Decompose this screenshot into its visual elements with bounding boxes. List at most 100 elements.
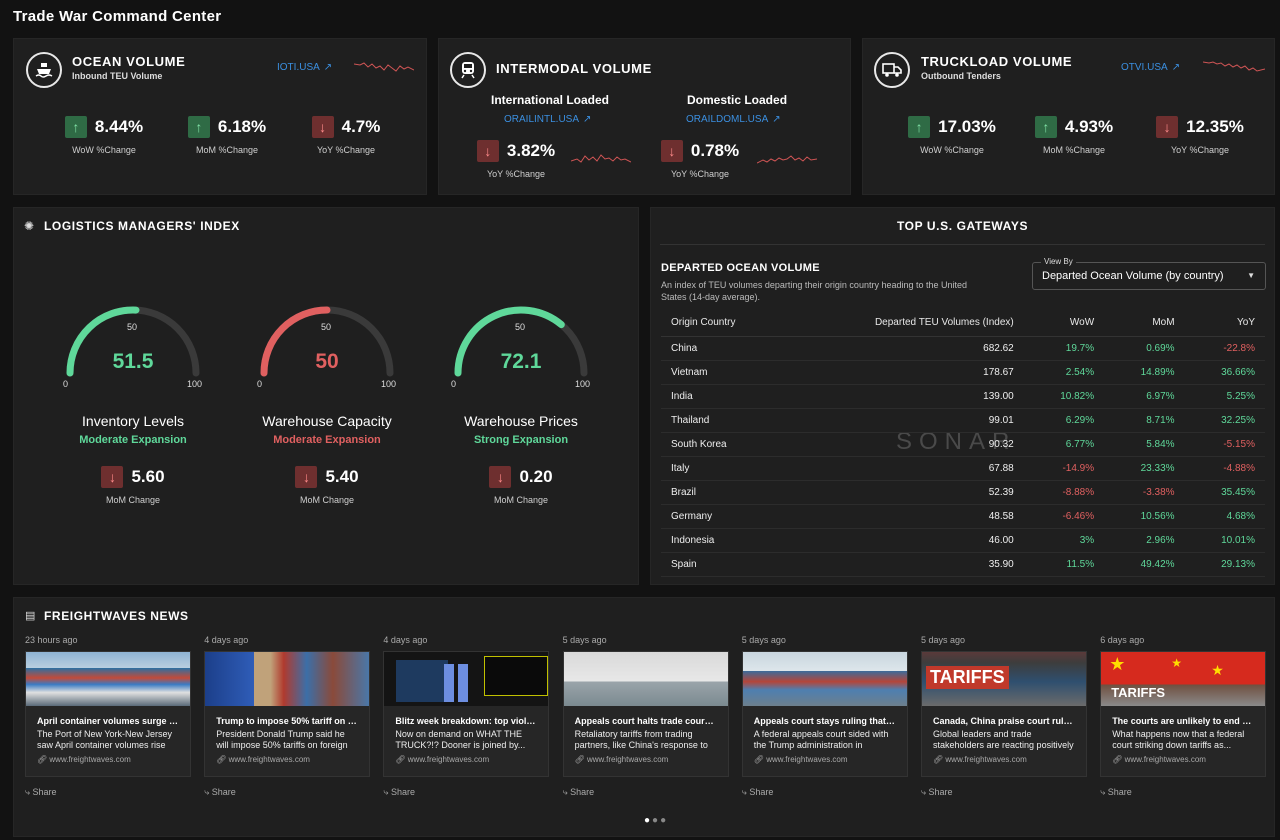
news-headline[interactable]: Canada, China praise court ruling s... — [933, 716, 1086, 726]
news-source-link[interactable]: 🔗︎ www.freightwaves.com — [922, 755, 1086, 764]
col-wow[interactable]: WoW — [1023, 310, 1105, 337]
link-icon: 🔗︎ — [753, 755, 767, 764]
mom-cell: 8.71% — [1104, 408, 1185, 433]
news-card-body[interactable]: Trump to impose 50% tariff on imp... Pres… — [204, 651, 371, 777]
news-headline[interactable]: Blitz week breakdown: top violatio... — [395, 716, 549, 726]
gauge-warehouse-prices-dial — [454, 306, 588, 377]
link-icon: 🔗︎ — [395, 755, 408, 764]
ship-icon — [26, 52, 62, 88]
news-thumbnail[interactable]: TARIFFS — [922, 652, 1086, 706]
news-card-body[interactable]: Blitz week breakdown: top violatio... Now… — [383, 651, 550, 777]
news-source-link[interactable]: 🔗︎ www.freightwaves.com — [1101, 755, 1265, 764]
index-cell: 35.90 — [786, 552, 1024, 577]
news-item[interactable]: 4 days ago Trump to impose 50% tariff on … — [204, 635, 371, 805]
carousel-dot[interactable]: ● — [652, 815, 661, 826]
col-mom[interactable]: MoM — [1104, 310, 1185, 337]
wow-cell: 11.5% — [1023, 552, 1105, 577]
news-card-body[interactable]: TARIFFS Canada, China praise court ruling… — [921, 651, 1087, 777]
news-summary: A federal appeals court sided with the T… — [753, 729, 889, 752]
news-thumbnail[interactable] — [742, 652, 907, 706]
wow-cell: 2.54% — [1023, 360, 1105, 385]
gauge-mid-label: 50 — [321, 322, 332, 332]
col-teu-index[interactable]: Departed TEU Volumes (Index) — [786, 310, 1024, 337]
news-thumbnail[interactable] — [26, 652, 190, 706]
news-card-body[interactable]: Appeals court halts trade court's ta... R… — [562, 651, 729, 777]
news-thumbnail[interactable] — [563, 652, 728, 706]
view-by-select[interactable]: View By Departed Ocean Volume (by countr… — [1032, 257, 1266, 290]
intl-yoy-label: YoY %Change — [486, 169, 546, 179]
gauge-warehouse-prices-status: Strong Expansion — [473, 434, 569, 446]
share-button[interactable]: ⤷ Share — [921, 787, 953, 798]
news-source-link[interactable]: 🔗︎ www.freightwaves.com — [564, 755, 728, 764]
news-headline[interactable]: April container volumes surge at P... — [37, 716, 190, 726]
share-button[interactable]: ⤷ Share — [383, 787, 415, 798]
share-button[interactable]: ⤷ Share — [742, 787, 774, 798]
news-source-link[interactable]: 🔗︎ www.freightwaves.com — [384, 755, 548, 764]
table-row: Indonesia 46.00 3% 2.96% 10.01% — [661, 528, 1265, 553]
news-item[interactable]: 4 days ago Blitz week breakdown: top viol… — [383, 635, 550, 805]
yoy-cell: 35.45% — [1184, 480, 1265, 505]
yoy-cell: 5.25% — [1184, 384, 1265, 409]
table-row: South Korea 90.32 6.77% 5.84% -5.15% — [661, 432, 1265, 457]
news-card-body[interactable]: Appeals court stays ruling that bloc... A… — [741, 651, 908, 777]
news-source: www.freightwaves.com — [407, 755, 490, 764]
news-summary: President Donald Trump said he will impo… — [216, 729, 348, 752]
mom-change-label: MoM Change — [299, 495, 355, 505]
col-origin-country[interactable]: Origin Country — [661, 310, 787, 337]
mom-cell: -3.38% — [1104, 480, 1185, 505]
intl-ticker-link[interactable]: ORAILINTL.USA ↗ — [504, 114, 591, 125]
truckload-ticker-link[interactable]: OTVI.USA ↗ — [1121, 62, 1180, 73]
link-icon: 🔗︎ — [933, 755, 946, 764]
train-icon — [450, 52, 486, 88]
ocean-ticker-link[interactable]: IOTI.USA ↗ — [277, 62, 332, 73]
app-title: Trade War Command Center — [13, 8, 222, 25]
news-time: 5 days ago — [921, 635, 966, 645]
gauge-inventory-levels-value: 51.5 — [112, 350, 154, 373]
lmi-card: ✺ LOGISTICS MANAGERS' INDEX 0 50 100 51.… — [13, 207, 639, 585]
carousel-dot[interactable]: ● — [660, 815, 669, 826]
star-icon: ★ — [1171, 656, 1182, 670]
news-source-link[interactable]: 🔗︎ www.freightwaves.com — [743, 755, 907, 764]
share-button[interactable]: ⤷ Share — [204, 787, 236, 798]
news-item[interactable]: 5 days ago Appeals court halts trade cour… — [562, 635, 729, 805]
mom-change-label: MoM Change — [105, 495, 161, 505]
gauge-warehouse-prices-value: 72.1 — [500, 350, 542, 373]
departed-ocean-description: An index of TEU volumes departing their … — [661, 280, 968, 302]
carousel-dots[interactable]: ●●● — [644, 815, 668, 826]
news-thumbnail[interactable] — [384, 652, 549, 706]
share-button[interactable]: ⤷ Share — [25, 787, 57, 798]
news-summary: Global leaders and trade stakeholders ar… — [933, 729, 1074, 752]
domestic-ticker-link[interactable]: ORAILDOML.USA ↗ — [686, 114, 781, 125]
news-headline[interactable]: Trump to impose 50% tariff on imp... — [216, 716, 370, 726]
gauge-inventory-levels-dial — [66, 306, 200, 377]
chart-line-icon: ↗ — [1171, 62, 1181, 73]
news-item[interactable]: 5 days ago Appeals court stays ruling tha… — [741, 635, 908, 805]
news-card-body[interactable]: ★ ★ ★ TARIFFS The courts are unlikely to end… — [1100, 651, 1267, 777]
share-button[interactable]: ⤷ Share — [563, 787, 595, 798]
ocean-volume-card: OCEAN VOLUME Inbound TEU Volume IOTI.USA… — [13, 38, 427, 195]
news-headline[interactable]: The courts are unlikely to end the t... — [1112, 716, 1266, 726]
news-thumbnail[interactable] — [205, 652, 370, 706]
news-thumbnail[interactable]: ★ ★ ★ TARIFFS — [1101, 652, 1266, 706]
news-source-link[interactable]: 🔗︎ www.freightwaves.com — [26, 755, 190, 764]
chart-thumb-highlight — [484, 656, 549, 696]
news-headline[interactable]: Appeals court stays ruling that bloc... — [753, 716, 907, 726]
arrow-up-icon: ↑ — [187, 116, 210, 138]
news-title: FREIGHTWAVES NEWS — [44, 609, 189, 623]
news-headline[interactable]: Appeals court halts trade court's ta... — [574, 716, 728, 726]
news-item[interactable]: 5 days ago TARIFFS Canada, China praise co… — [921, 635, 1087, 805]
chart-line-icon: ↗ — [583, 114, 592, 125]
carousel-dot-active[interactable]: ● — [644, 815, 653, 826]
gauge-inventory-levels: 0 50 100 51.5 Inventory Levels Moderate … — [43, 303, 223, 505]
ocean-subtitle: Inbound TEU Volume — [72, 71, 163, 81]
tariffs-banner: TARIFFS — [1111, 685, 1166, 700]
share-button[interactable]: ⤷ Share — [1100, 787, 1132, 798]
col-yoy[interactable]: YoY — [1184, 310, 1265, 337]
departed-ocean-heading: DEPARTED OCEAN VOLUME — [661, 262, 820, 274]
news-card-body[interactable]: April container volumes surge at P... The… — [25, 651, 191, 777]
ocean-mom-label: MoM %Change — [195, 145, 259, 155]
news-item[interactable]: 6 days ago ★ ★ ★ TARIFFS The courts are unlik… — [1100, 635, 1267, 805]
country-cell: China — [661, 336, 787, 361]
news-item[interactable]: 23 hours ago April container volumes surg… — [25, 635, 191, 805]
news-source-link[interactable]: 🔗︎ www.freightwaves.com — [205, 755, 369, 764]
